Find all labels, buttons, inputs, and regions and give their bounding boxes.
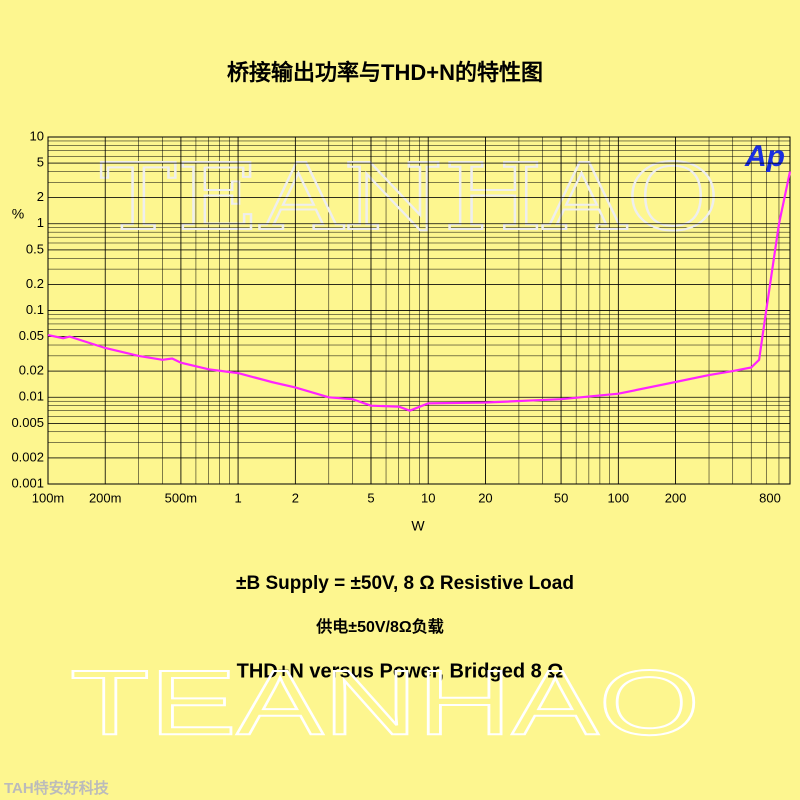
watermark: TEANHAO (70, 652, 700, 754)
footer: TAH特安好科技 (4, 779, 110, 797)
y-tick-label: 0.02 (19, 363, 44, 378)
annotation: THD+N versus Power, Bridged 8 Ω (237, 660, 564, 682)
x-tick-label: 2 (292, 490, 299, 505)
annotation: 供电±50V/8Ω负载 (315, 617, 443, 636)
y-tick-label: 10 (30, 128, 44, 143)
x-tick-label: 5 (367, 490, 374, 505)
chart-title: 桥接输出功率与THD+N的特性图 (227, 60, 543, 85)
y-tick-label: 0.1 (26, 302, 44, 317)
y-axis-label: % (12, 206, 24, 222)
plot-frame (47, 136, 791, 485)
x-tick-label: 50 (554, 490, 568, 505)
data-line (47, 171, 792, 412)
y-tick-label: 0.005 (11, 415, 44, 430)
y-tick-label: 0.01 (19, 389, 44, 404)
y-tick-label: 2 (37, 189, 44, 204)
x-tick-label: 800 (759, 490, 781, 505)
x-tick-label: 100m (32, 490, 65, 505)
y-tick-label: 0.5 (26, 241, 44, 256)
y-tick-label: 1 (37, 215, 44, 230)
x-tick-label: 200 (665, 490, 687, 505)
x-axis-label: W (411, 518, 425, 534)
x-tick-label: 500m (165, 490, 198, 505)
y-tick-label: 0.001 (11, 475, 44, 490)
y-tick-label: 0.2 (26, 276, 44, 291)
y-tick-label: 0.05 (19, 328, 44, 343)
x-tick-label: 1 (234, 490, 241, 505)
y-tick-label: 5 (37, 155, 44, 170)
annotation: ±B Supply = ±50V, 8 Ω Resistive Load (236, 573, 574, 594)
x-tick-label: 100 (607, 490, 629, 505)
x-tick-label: 200m (89, 490, 122, 505)
x-tick-label: 10 (421, 490, 435, 505)
logo: Ap (744, 140, 785, 173)
x-tick-label: 20 (478, 490, 492, 505)
y-tick-label: 0.002 (11, 449, 44, 464)
